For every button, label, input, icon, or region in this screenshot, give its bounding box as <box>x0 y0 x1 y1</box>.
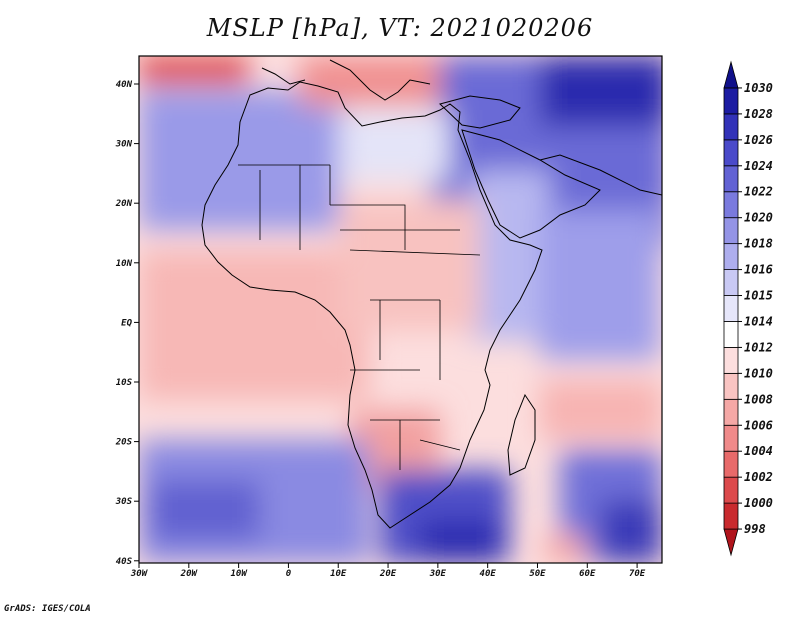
colorbar-tick-label: 1014 <box>744 314 773 328</box>
colorbar-tick-label: 1024 <box>744 159 773 173</box>
colorbar-segment <box>723 60 739 89</box>
anatolia-outline <box>439 95 521 129</box>
lat-tick-label: 20N <box>115 199 133 209</box>
colorbar-segment <box>723 476 739 504</box>
lon-tick-label: 50E <box>529 569 546 579</box>
colorbar-tick-label: 1015 <box>744 289 773 303</box>
colorbar-tick-label: 1006 <box>744 418 773 432</box>
colorbar-tick-label: 1004 <box>744 444 773 458</box>
colorbar-tick-label: 1000 <box>744 496 773 510</box>
colorbar-tick-label: 1016 <box>744 263 773 277</box>
colorbar-tick-label: 1028 <box>744 107 773 121</box>
lon-tick-label: 30W <box>130 569 149 579</box>
colorbar-segment <box>723 165 739 193</box>
iberia-coast <box>261 67 306 85</box>
latitude-axis: 40N 30N 20N 10N EQ 10S 20S 30S 40S <box>115 80 139 567</box>
colorbar-segment <box>723 295 739 322</box>
lon-tick-label: 30E <box>429 569 447 579</box>
colorbar-segment <box>723 139 739 167</box>
lat-tick-label: 30S <box>115 497 133 507</box>
lat-tick-label: 40N <box>116 80 133 90</box>
lat-tick-label: 20S <box>115 438 133 448</box>
colorbar-segment <box>723 191 739 219</box>
colorbar-segment <box>723 243 739 270</box>
lat-tick-label: 30N <box>115 140 133 150</box>
lat-tick-label: EQ <box>121 318 132 328</box>
colorbar-tick-label: 998 <box>744 522 766 536</box>
colorbar-tick-label: 1010 <box>744 366 773 380</box>
colorbar-tick-label: 1026 <box>744 133 773 147</box>
lat-tick-label: 10S <box>116 378 133 388</box>
colorbar-segment <box>723 502 739 530</box>
grads-credit: GrADS: IGES/COLA <box>4 604 91 614</box>
map-frame <box>138 55 663 564</box>
map-title: MSLP [hPa], VT: 2021020206 <box>206 14 594 42</box>
colorbar-segment <box>723 217 739 245</box>
lon-tick-label: 0 <box>286 569 292 579</box>
lon-tick-label: 10W <box>230 569 248 579</box>
colorbar-tick-label: 1018 <box>744 237 773 251</box>
colorbar-tick-label: 1002 <box>744 470 773 484</box>
madagascar-outline <box>507 393 536 476</box>
lon-tick-label: 40E <box>480 569 497 579</box>
lat-tick-label: 40S <box>116 557 133 567</box>
lon-tick-label: 20W <box>180 569 199 579</box>
persian-coast <box>539 154 662 196</box>
country-borders <box>238 164 481 470</box>
colorbar-segment <box>723 269 739 296</box>
africa-coastline <box>201 81 543 529</box>
colorbar-segment <box>723 372 739 400</box>
colorbar-tick-label: 1008 <box>744 392 773 406</box>
colorbar-tick-label: 1012 <box>744 340 773 354</box>
lat-tick-label: 10N <box>116 259 133 269</box>
coastlines <box>201 59 662 529</box>
lon-tick-label: 10E <box>330 569 347 579</box>
colorbar: 998 1000 1002 1004 1006 1008 1010 1012 1014 1015 1… <box>723 60 773 557</box>
italy-balkan-coast <box>329 59 431 101</box>
colorbar-segment <box>723 321 739 348</box>
lon-tick-label: 70E <box>629 569 646 579</box>
colorbar-tick-label: 1022 <box>744 185 773 199</box>
colorbar-segment <box>723 113 739 141</box>
lon-tick-label: 20E <box>379 569 397 579</box>
colorbar-tick-label: 1030 <box>744 81 773 95</box>
colorbar-segment <box>723 528 739 557</box>
colorbar-segment <box>723 450 739 478</box>
colorbar-tick-label: 1020 <box>744 211 773 225</box>
longitude-axis: 30W 20W 10W 0 10E 20E 30E 40E 50E 60E 70E <box>130 563 646 579</box>
colorbar-segment <box>723 347 739 374</box>
colorbar-segment <box>723 398 739 426</box>
lon-tick-label: 60E <box>579 569 596 579</box>
colorbar-segment <box>723 424 739 452</box>
pressure-field <box>139 56 662 563</box>
colorbar-segment <box>723 87 739 115</box>
